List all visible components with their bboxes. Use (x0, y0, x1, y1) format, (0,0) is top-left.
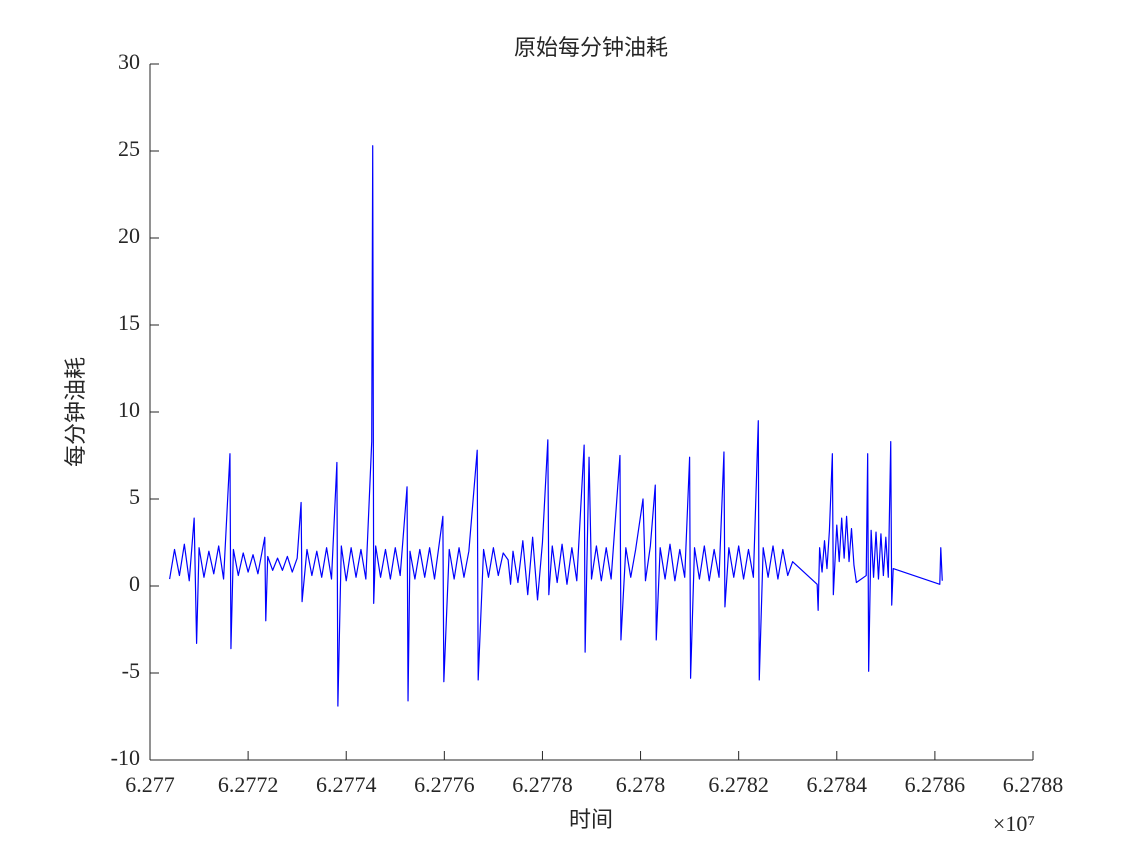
y-tick-label: 5 (129, 484, 140, 509)
y-tick-label: 30 (118, 49, 140, 74)
x-tick-label: 6.2788 (1003, 772, 1064, 797)
x-axis-label: 时间 (569, 807, 613, 832)
y-tick-label: -10 (111, 745, 140, 770)
y-axis-label: 每分钟油耗 (63, 357, 88, 467)
x-tick-label: 6.2778 (512, 772, 573, 797)
y-tick-label: 15 (118, 310, 140, 335)
y-tick-label: 0 (129, 571, 140, 596)
y-tick-label: 10 (118, 397, 140, 422)
y-tick-label: 20 (118, 223, 140, 248)
x-tick-label: 6.277 (125, 772, 175, 797)
y-tick-label: -5 (122, 658, 140, 683)
y-tick-label: 25 (118, 136, 140, 161)
data-line (169, 145, 943, 707)
x-tick-label: 6.2772 (218, 772, 279, 797)
chart-title: 原始每分钟油耗 (514, 35, 668, 60)
x-exponent-label: ×10⁷ (993, 811, 1035, 836)
x-tick-label: 6.2784 (807, 772, 868, 797)
x-tick-label: 6.2782 (708, 772, 769, 797)
x-tick-label: 6.278 (616, 772, 666, 797)
x-tick-label: 6.2786 (905, 772, 966, 797)
x-tick-label: 6.2776 (414, 772, 475, 797)
x-tick-label: 6.2774 (316, 772, 377, 797)
